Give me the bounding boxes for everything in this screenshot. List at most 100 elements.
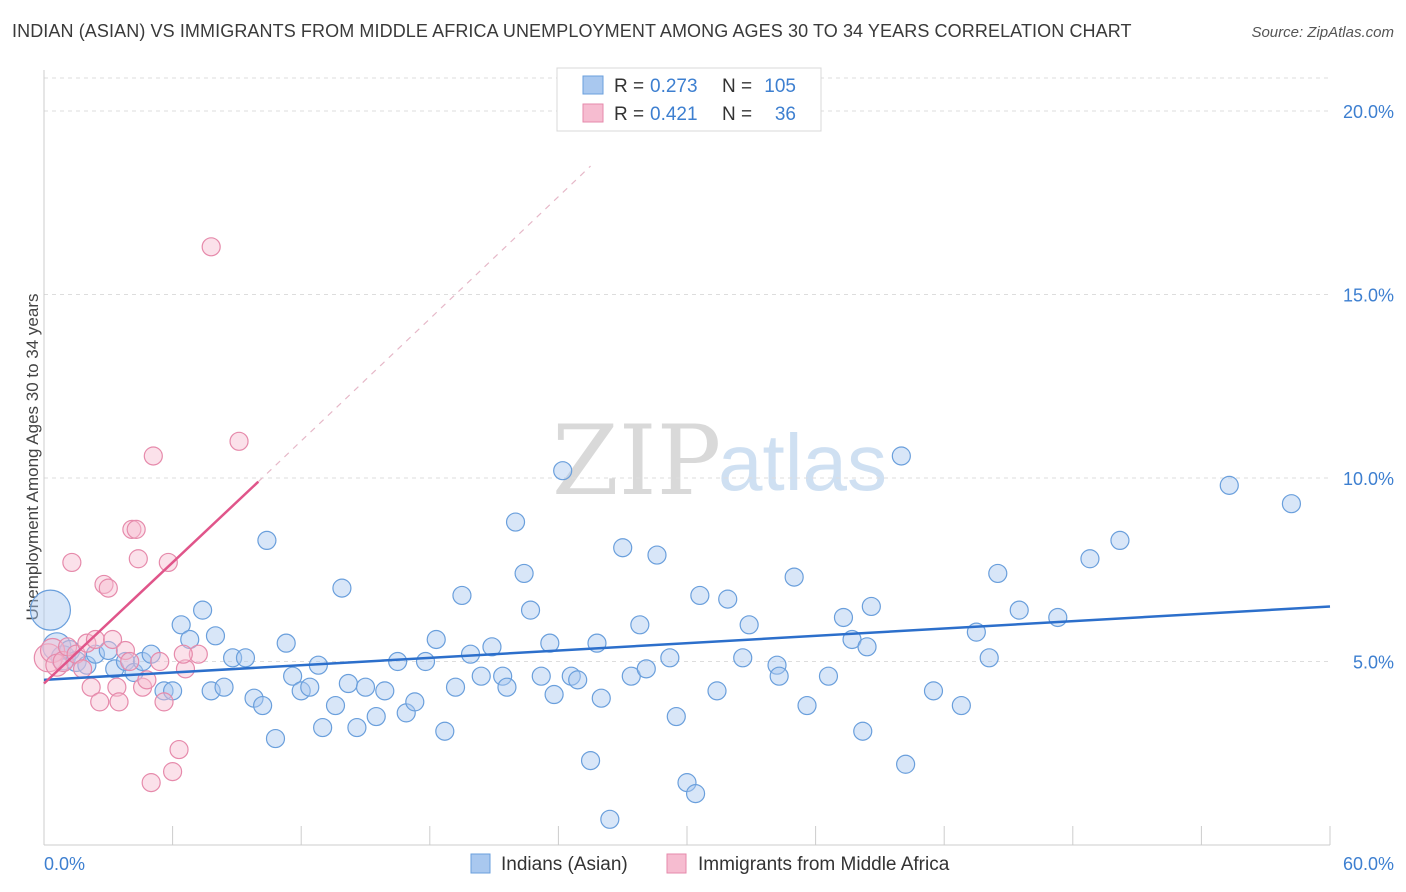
indians-asian-point-30 [300, 677, 320, 697]
indians-asian-point-20 [214, 677, 234, 697]
y-tick-label-1: 10.0% [1343, 469, 1394, 489]
stats-legend: R = 0.273 N = 105 R = 0.421 N = 36 [556, 67, 822, 132]
legend-n-value-2: 36 [775, 104, 796, 125]
indians-asian-point-69 [636, 659, 656, 679]
indians-asian-point-35 [338, 673, 358, 694]
legend-n-value-1: 105 [764, 76, 796, 97]
indians-asian-point-34 [332, 578, 352, 598]
x-tick-labels: 0.0% 60.0% [44, 854, 1394, 874]
indians-asian-point-37 [355, 677, 376, 697]
legend-r-label-1: R = [614, 76, 644, 97]
indians-asian-point-50 [482, 637, 502, 657]
indians-asian-point-71 [660, 648, 680, 668]
middle-africa-point-30 [169, 739, 189, 760]
y-axis-title: Unemployment Among Ages 30 to 34 years [23, 294, 42, 621]
indians-asian-point-28 [283, 666, 303, 686]
indians-asian-point-95 [979, 648, 999, 668]
middle-africa-point-3 [52, 650, 74, 673]
trend-lines [43, 165, 1331, 685]
x-tick-max: 60.0% [1343, 854, 1394, 874]
indians-asian-point-26 [265, 728, 286, 749]
trend-line-indians-asian [43, 605, 1331, 682]
indians-asian-point-36 [347, 717, 367, 738]
indians-asian-point-49 [471, 666, 491, 686]
legend-n-label-1: N = [722, 76, 752, 97]
middle-africa-point-29 [163, 762, 183, 782]
indians-asian-point-53 [505, 512, 526, 532]
middle-africa-point-11 [90, 692, 110, 712]
series-middle-africa-points [33, 237, 249, 793]
indians-asian-point-60 [561, 666, 581, 686]
indians-asian-point-40 [388, 651, 408, 672]
middle-africa-point-31 [175, 659, 196, 679]
indians-asian-point-99 [1080, 549, 1100, 569]
indians-asian-point-66 [613, 538, 633, 558]
indians-asian-point-78 [733, 648, 753, 668]
indians-asian-point-84 [818, 666, 839, 686]
indians-asian-point-52 [497, 677, 517, 697]
middle-africa-point-20 [126, 519, 146, 539]
indians-asian-point-89 [861, 596, 881, 617]
indians-asian-point-87 [853, 721, 873, 741]
indians-asian-point-46 [445, 677, 466, 697]
indians-asian-point-92 [923, 681, 944, 701]
x-tick-min: 0.0% [44, 854, 85, 874]
y-tick-labels: 5.0% 10.0% 15.0% 20.0% [1343, 102, 1394, 672]
bottom-legend-label-blue: Indians (Asian) [501, 854, 628, 875]
indians-asian-point-47 [452, 585, 472, 606]
indians-asian-point-74 [685, 784, 706, 804]
indians-asian-point-33 [325, 695, 346, 716]
indians-asian-point-90 [891, 446, 911, 466]
middle-africa-point-28 [158, 552, 178, 573]
watermark-atlas: atlas [718, 418, 887, 507]
middle-africa-point-16 [109, 692, 129, 712]
middle-africa-point-13 [98, 578, 118, 598]
indians-asian-point-68 [630, 615, 650, 635]
indians-asian-point-24 [253, 695, 273, 716]
middle-africa-point-15 [107, 677, 127, 697]
indians-asian-point-18 [201, 681, 221, 701]
indians-asian-point-70 [647, 545, 667, 565]
indians-asian-point-98 [1048, 607, 1068, 628]
indians-asian-point-39 [375, 681, 395, 701]
y-tick-label-2: 15.0% [1343, 286, 1394, 306]
indians-asian-point-97 [1009, 600, 1029, 620]
indians-asian-point-79 [739, 615, 759, 635]
indians-asian-point-7 [98, 640, 118, 661]
middle-africa-point-18 [120, 651, 140, 672]
indians-asian-point-19 [205, 626, 226, 646]
watermark-zip: ZIP [552, 405, 721, 517]
indians-asian-point-76 [707, 681, 727, 701]
indians-asian-point-22 [235, 648, 256, 668]
indians-asian-point-75 [690, 585, 710, 606]
middle-africa-point-24 [141, 773, 161, 793]
axes [43, 70, 1331, 846]
legend-r-value-1: 0.273 [650, 76, 698, 97]
middle-africa-point-27 [154, 692, 174, 712]
bottom-legend-label-pink: Immigrants from Middle Africa [698, 854, 950, 875]
indians-asian-point-59 [553, 461, 573, 481]
trend-extension-middle-africa [257, 165, 591, 483]
indians-asian-point-100 [1110, 530, 1130, 551]
indians-asian-point-102 [1281, 494, 1302, 514]
indians-asian-point-96 [988, 563, 1008, 584]
legend-swatch-blue [582, 75, 604, 95]
legend-r-value-2: 0.421 [650, 104, 698, 125]
indians-asian-point-77 [718, 589, 738, 609]
middle-africa-point-35 [173, 644, 193, 664]
series-legend: Indians (Asian) Immigrants from Middle A… [470, 853, 950, 875]
indians-asian-point-32 [313, 717, 333, 738]
indians-asian-point-61 [568, 670, 588, 690]
middle-africa-point-5 [62, 552, 82, 573]
trend-line-middle-africa [43, 480, 260, 685]
indians-asian-point-65 [600, 809, 620, 829]
middle-africa-point-17 [115, 640, 136, 661]
chart-title: INDIAN (ASIAN) VS IMMIGRANTS FROM MIDDLE… [12, 21, 1132, 41]
middle-africa-point-32 [188, 644, 208, 664]
middle-africa-point-25 [143, 446, 163, 466]
bottom-legend-swatch-pink [666, 853, 687, 874]
middle-africa-point-14 [102, 629, 123, 650]
indians-asian-point-51 [493, 666, 513, 686]
middle-africa-point-21 [128, 549, 148, 569]
